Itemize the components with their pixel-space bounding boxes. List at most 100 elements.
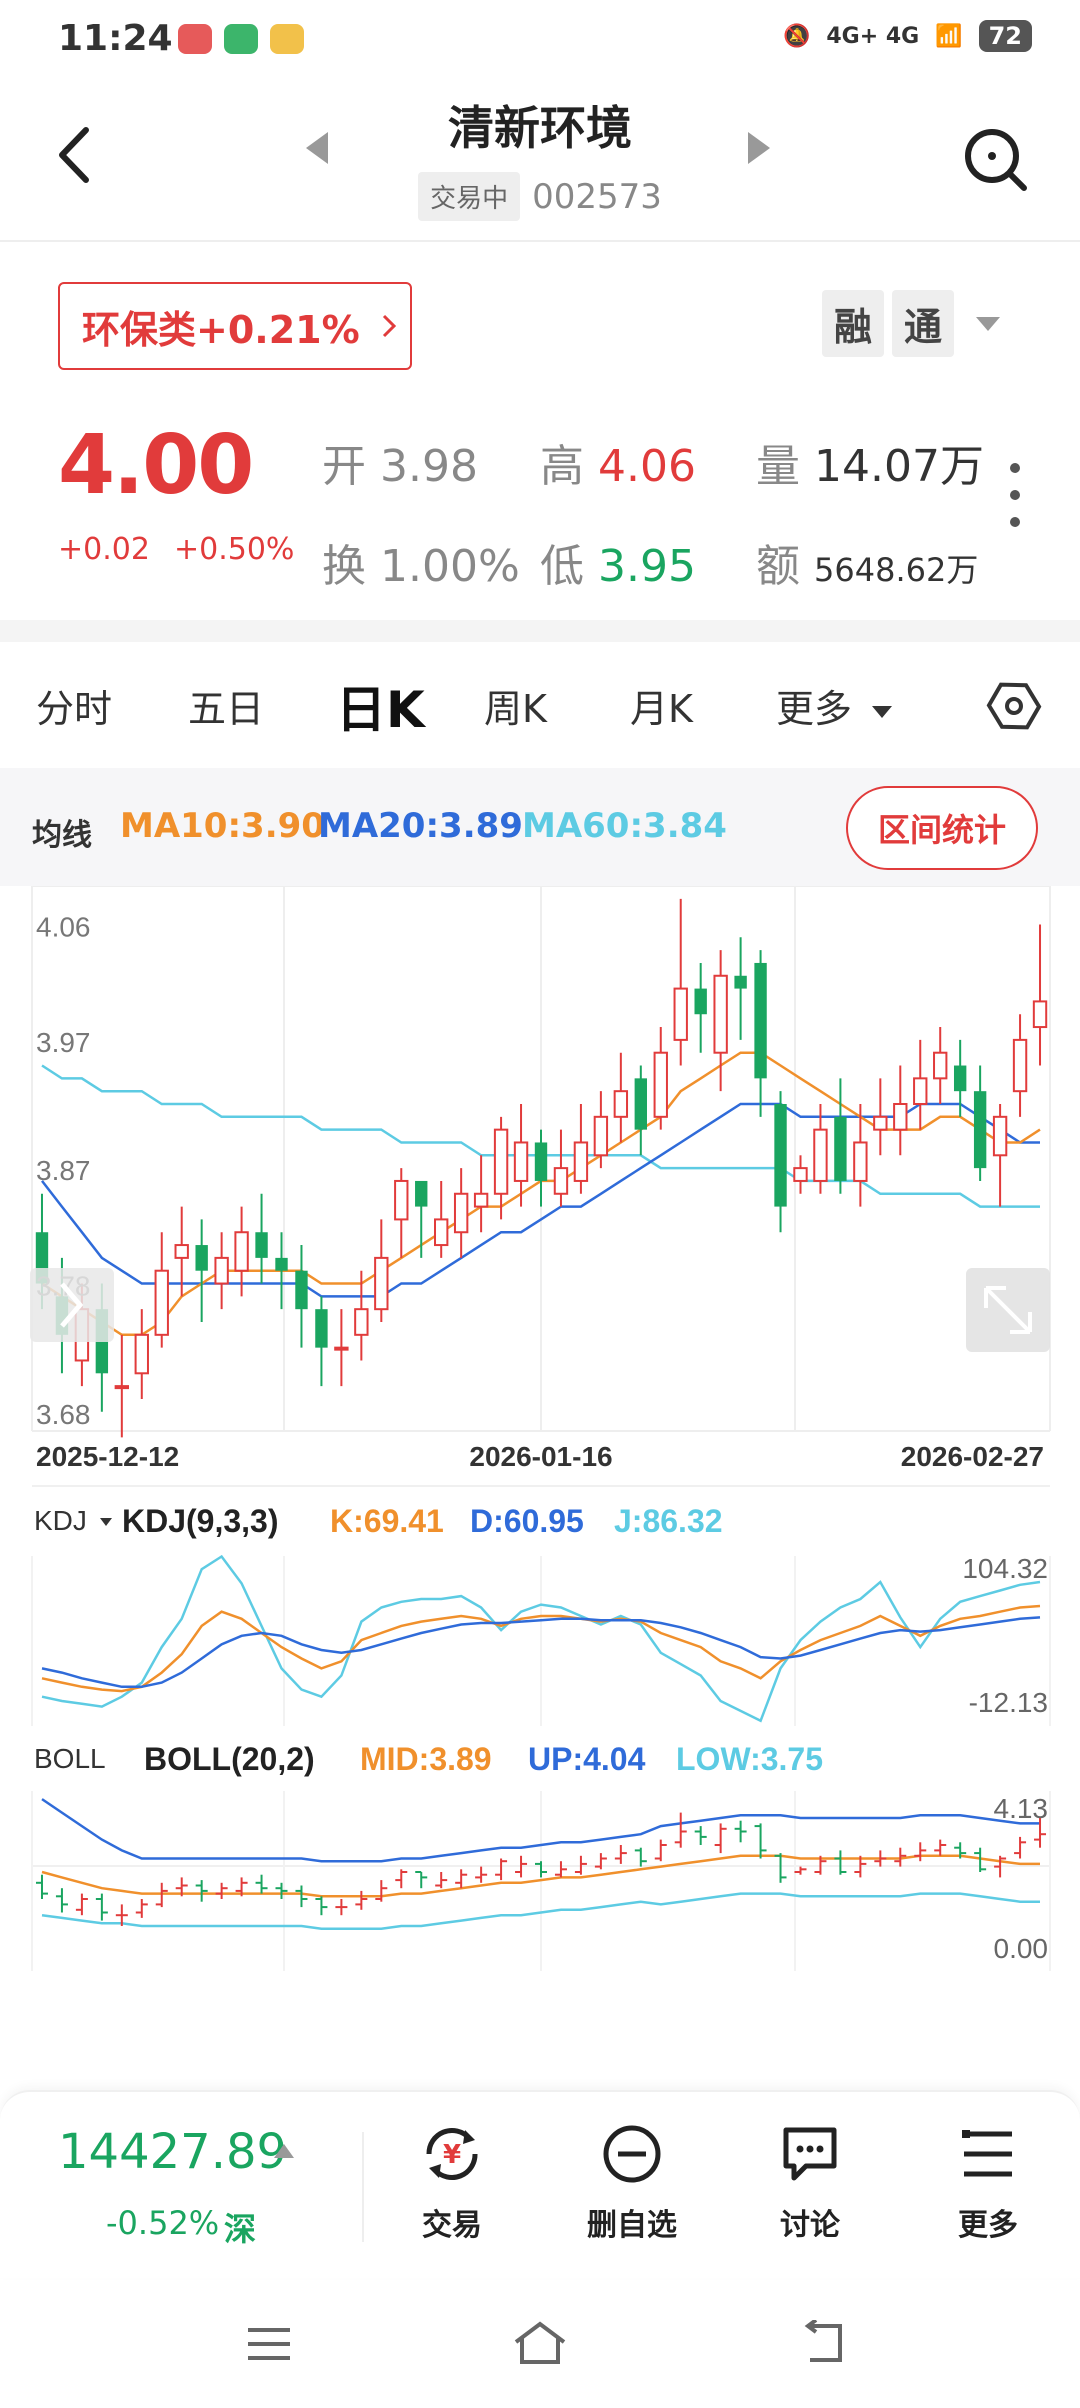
dropdown-icon	[976, 316, 1000, 331]
boll-bar	[355, 1890, 368, 1910]
candle	[694, 962, 707, 1053]
left-scroll-handle	[30, 1268, 114, 1342]
candle-body	[134, 1333, 149, 1375]
open-cell: 开 3.98	[322, 430, 478, 494]
date-axis-labels: 2025-12-12 2026-01-16 2026-02-27	[36, 1441, 1044, 1472]
amount-value: 5648.62万	[814, 551, 979, 589]
candle	[793, 1155, 808, 1194]
kline-chart[interactable]: 4.063.973.873.783.68 2025-12-122026-01-1…	[0, 886, 1080, 1986]
discussion-button[interactable]: 讨论	[750, 2122, 870, 2244]
candle	[853, 1104, 868, 1207]
candle	[593, 1091, 609, 1169]
boll-bar	[475, 1866, 488, 1883]
interval-stats-button[interactable]: 区间统计	[846, 786, 1038, 870]
margin-connect-badges[interactable]: 融 通	[821, 290, 1000, 357]
candle-body	[114, 1385, 130, 1390]
turnover-cell: 换 1.00%	[322, 530, 520, 594]
candle	[573, 1104, 589, 1194]
boll-bar	[554, 1861, 567, 1878]
more-vertical-icon[interactable]	[1000, 460, 1030, 530]
candle	[653, 1027, 668, 1130]
candle-body	[653, 1051, 668, 1118]
candle	[234, 1206, 249, 1297]
boll-bar	[734, 1820, 747, 1843]
boll-bar	[874, 1850, 887, 1867]
margin-badge: 融	[821, 290, 884, 357]
more-button[interactable]: 更多	[928, 2122, 1048, 2244]
boll-name: BOLL(20,2)	[144, 1741, 315, 1777]
candle-body	[853, 1141, 868, 1182]
period-tabs: 分时 五日 日K 周K 月K 更多	[0, 650, 1080, 760]
tab-weekly-k[interactable]: 周K	[484, 687, 547, 731]
candle-body	[394, 1179, 409, 1221]
remove-watchlist-button[interactable]: 删自选	[572, 2122, 692, 2244]
prev-stock-icon[interactable]	[306, 132, 328, 164]
candle-body	[255, 1232, 268, 1258]
sector-chip[interactable]: 环保类+0.21%	[58, 282, 412, 370]
dropdown-icon	[100, 1518, 112, 1526]
boll-bottom-label: 0.00	[994, 1933, 1049, 1964]
date-tick-label: 2026-02-27	[901, 1441, 1044, 1472]
bottom-action-bar: 14427.89 -0.52% 深 ¥ 交易 删自选 讨论	[0, 2090, 1080, 2278]
candle	[873, 1078, 888, 1156]
expand-button	[966, 1268, 1050, 1352]
back-nav-icon[interactable]	[800, 2320, 850, 2366]
trade-button[interactable]: ¥ 交易	[392, 2122, 512, 2244]
tab-intraday[interactable]: 分时	[36, 687, 113, 731]
turnover-value: 1.00%	[380, 541, 520, 592]
candle-body	[933, 1051, 948, 1080]
menu-icon[interactable]	[244, 2324, 294, 2364]
date-tick-label: 2025-12-12	[36, 1441, 179, 1472]
hexagon-settings-icon[interactable]	[986, 678, 1042, 734]
candle	[275, 1232, 288, 1310]
home-icon[interactable]	[510, 2318, 570, 2368]
tab-five-day[interactable]: 五日	[188, 687, 265, 731]
boll-panel: BOLL BOLL(20,2) MID:3.89 UP:4.04 LOW:3.7…	[34, 1741, 1048, 1964]
candle-body	[613, 1090, 629, 1118]
boll-bar	[135, 1899, 148, 1918]
wifi-icon: 📶	[935, 23, 963, 49]
boll-up: UP:4.04	[528, 1741, 646, 1777]
menu-list-icon	[962, 2130, 1012, 2177]
candle-body	[694, 988, 707, 1015]
ma20-value: MA20:3.89	[318, 806, 523, 846]
boll-bar	[535, 1861, 547, 1878]
candle	[174, 1206, 189, 1297]
back-icon[interactable]	[50, 120, 100, 190]
notification-icons	[178, 24, 304, 54]
boll-bar	[954, 1842, 967, 1859]
boll-bar	[794, 1866, 807, 1875]
high-cell: 高 4.06	[540, 430, 696, 494]
low-cell: 低 3.95	[540, 530, 696, 594]
status-bar: 11:24 🔕 4G+ 4G 📶 72	[0, 0, 1080, 80]
candle-body	[1032, 1000, 1048, 1029]
boll-bar	[594, 1853, 607, 1870]
candle-body	[295, 1270, 308, 1310]
boll-bar	[235, 1877, 248, 1897]
candlesticks	[35, 898, 1048, 1438]
tab-daily-k[interactable]: 日K	[336, 681, 425, 739]
candle	[634, 1065, 647, 1156]
open-label: 开	[322, 441, 366, 492]
boll-bar	[654, 1839, 667, 1862]
price-tick-label: 3.87	[36, 1155, 91, 1186]
high-label: 高	[540, 441, 584, 492]
candle	[315, 1296, 328, 1387]
candle-body	[453, 1192, 469, 1234]
tab-more[interactable]: 更多	[776, 678, 893, 733]
boll-bar	[255, 1874, 268, 1894]
candle	[154, 1232, 169, 1348]
sector-label: 环保类+0.21%	[82, 307, 360, 352]
index-change: -0.52%	[106, 2204, 220, 2242]
search-icon[interactable]	[960, 124, 1030, 194]
status-time: 11:24	[58, 18, 173, 59]
candle	[613, 1052, 629, 1143]
boll-bar	[774, 1853, 787, 1883]
tab-monthly-k[interactable]: 月K	[630, 687, 693, 731]
candle-body	[354, 1308, 369, 1336]
next-stock-icon[interactable]	[748, 132, 770, 164]
chevron-right-icon	[60, 1282, 84, 1328]
connect-badge: 通	[891, 290, 954, 357]
trade-label: 交易	[422, 2208, 482, 2243]
candle	[754, 950, 767, 1117]
